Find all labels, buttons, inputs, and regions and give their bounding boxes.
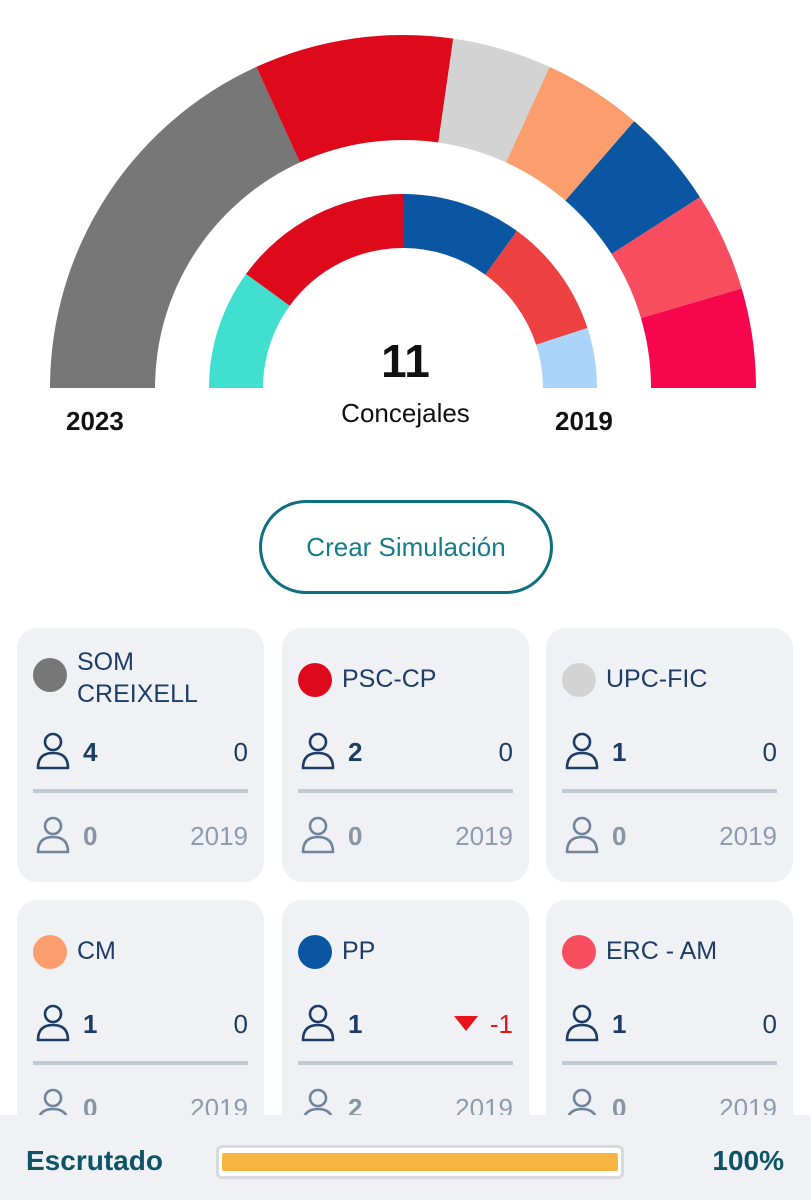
count-progress-fill	[222, 1153, 618, 1171]
person-icon	[300, 731, 336, 771]
party-color-dot	[298, 663, 332, 697]
seat-distribution-chart	[50, 35, 756, 388]
party-color-dot	[298, 935, 332, 969]
person-icon	[35, 731, 71, 771]
seat-change-value: 0	[233, 737, 248, 767]
divider	[298, 789, 513, 793]
seat-change-value: 0	[233, 1009, 248, 1039]
party-card[interactable]: PSC-CP 2 0 0 2019	[282, 628, 529, 882]
person-icon	[300, 1003, 336, 1043]
previous-seats-row: 0 2019	[300, 815, 513, 855]
seat-change-value: 0	[762, 1009, 777, 1039]
previous-seats-row: 0 2019	[564, 815, 777, 855]
divider	[562, 789, 777, 793]
current-seats-row: 1 -1	[300, 1003, 513, 1043]
party-color-dot	[33, 658, 67, 692]
current-seats-value: 1	[83, 1009, 98, 1039]
outer-ring-segment	[640, 288, 756, 388]
party-name: SOM CREIXELL	[77, 648, 198, 708]
outer-ring-segment	[611, 197, 742, 319]
inner-ring-segment	[485, 231, 588, 345]
divider	[33, 1061, 248, 1065]
party-name: PP	[342, 937, 376, 965]
down-arrow-icon	[453, 1016, 478, 1031]
person-icon	[564, 731, 600, 771]
inner-ring-segment	[209, 273, 290, 388]
person-icon	[35, 815, 71, 855]
party-name: PSC-CP	[342, 665, 437, 693]
current-seats-value: 1	[612, 1009, 627, 1039]
previous-seats-row: 0 2019	[35, 815, 248, 855]
inner-ring-segment	[536, 328, 597, 388]
current-seats-row: 4 0	[35, 731, 248, 771]
current-seats-row: 1 0	[564, 1003, 777, 1043]
party-cards-grid: SOM CREIXELL 4 0 0 2019 PSC-CP 2 0 0 201…	[0, 628, 811, 1154]
current-seats-value: 1	[348, 1009, 363, 1039]
person-icon	[35, 1003, 71, 1043]
party-color-dot	[562, 663, 596, 697]
current-seats-row: 2 0	[300, 731, 513, 771]
total-seats-value: 11	[381, 335, 430, 387]
party-card[interactable]: PP 1 -1 2 2019	[282, 900, 529, 1154]
divider	[298, 1061, 513, 1065]
outer-ring-segment	[256, 35, 454, 163]
party-name: UPC-FIC	[606, 665, 708, 693]
party-card[interactable]: ERC - AM 1 0 0 2019	[546, 900, 793, 1154]
outer-ring-year-label: 2023	[66, 406, 124, 436]
divider	[562, 1061, 777, 1065]
previous-year-label: 2019	[719, 821, 777, 851]
party-card[interactable]: CM 1 0 0 2019	[17, 900, 264, 1154]
previous-seats-value: 0	[83, 821, 98, 851]
current-seats-value: 1	[612, 737, 627, 767]
current-seats-row: 1 0	[564, 731, 777, 771]
seat-change-value: 0	[498, 737, 513, 767]
create-simulation-button[interactable]: Crear Simulación	[259, 500, 553, 594]
count-progress-bar	[216, 1145, 624, 1179]
party-card[interactable]: UPC-FIC 1 0 0 2019	[546, 628, 793, 882]
inner-ring-segment	[403, 194, 518, 275]
previous-year-label: 2019	[190, 821, 248, 851]
current-seats-row: 1 0	[35, 1003, 248, 1043]
inner-ring-year-label: 2019	[555, 406, 613, 436]
person-icon	[300, 815, 336, 855]
seat-change-value: -1	[453, 1009, 513, 1040]
counted-label: Escrutado	[26, 1145, 163, 1176]
party-card[interactable]: SOM CREIXELL 4 0 0 2019	[17, 628, 264, 882]
total-seats-label: Concejales	[341, 398, 470, 428]
person-icon	[564, 1003, 600, 1043]
party-color-dot	[562, 935, 596, 969]
divider	[33, 789, 248, 793]
outer-ring-segment	[438, 38, 550, 163]
outer-ring-segment	[565, 121, 700, 254]
current-seats-value: 2	[348, 737, 363, 767]
party-name: CM	[77, 937, 116, 965]
current-seats-value: 4	[83, 737, 98, 767]
outer-ring-segment	[50, 66, 300, 388]
previous-year-label: 2019	[455, 821, 513, 851]
seat-change-value: 0	[762, 737, 777, 767]
previous-seats-value: 0	[612, 821, 627, 851]
previous-seats-value: 0	[348, 821, 363, 851]
outer-ring-segment	[506, 66, 635, 201]
counted-percent: 100%	[712, 1145, 784, 1176]
party-name: ERC - AM	[606, 937, 718, 965]
inner-ring-segment	[246, 194, 403, 306]
person-icon	[564, 815, 600, 855]
party-color-dot	[33, 935, 67, 969]
count-progress-footer: Escrutado 100%	[0, 1115, 811, 1200]
